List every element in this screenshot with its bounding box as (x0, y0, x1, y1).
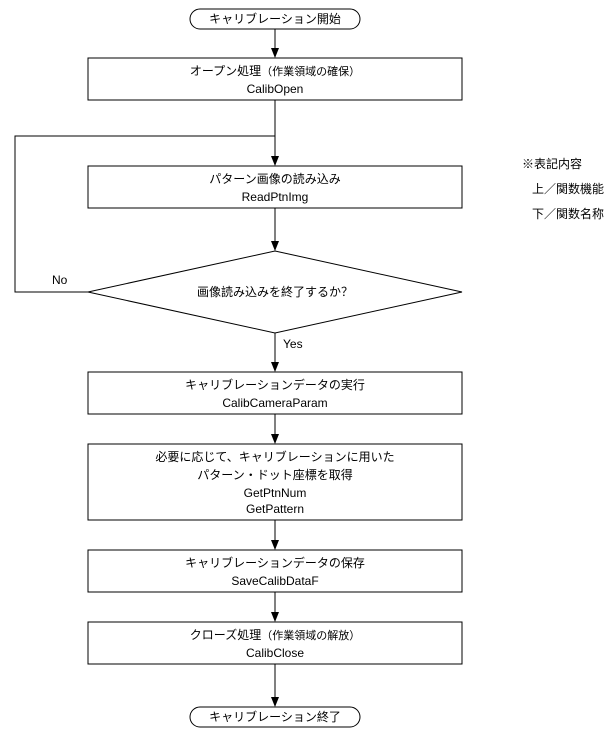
process-save: キャリブレーションデータの保存 SaveCalibDataF (88, 550, 462, 592)
process-open: オープン処理（作業領域の確保） CalibOpen (88, 58, 462, 100)
branch-no-label: No (52, 273, 68, 287)
process-getpattern-l1: 必要に応じて、キャリブレーションに用いた (155, 449, 394, 464)
process-getpattern: 必要に応じて、キャリブレーションに用いた パターン・ドット座標を取得 GetPt… (88, 444, 462, 520)
process-close-sub: （作業領域の解放） (261, 628, 360, 642)
process-getpattern-l3: GetPtnNum (244, 486, 307, 500)
decision-text: 画像読み込みを終了するか？ (197, 284, 353, 299)
process-close-row: クローズ処理（作業領域の解放） (190, 627, 360, 642)
legend-row1: 上／関数機能 (532, 181, 604, 196)
process-calib: キャリブレーションデータの実行 CalibCameraParam (88, 372, 462, 414)
process-save-title: キャリブレーションデータの保存 (185, 555, 365, 570)
legend-row2: 下／関数名称 (532, 206, 604, 221)
process-getpattern-l2: パターン・ドット座標を取得 (197, 467, 352, 482)
legend: ※表記内容 上／関数機能 下／関数名称 (522, 156, 604, 221)
process-read-func: ReadPtnImg (242, 190, 309, 204)
process-read-title: パターン画像の読み込み (209, 171, 340, 186)
terminator-start: キャリブレーション開始 (190, 9, 360, 29)
decision-continue: 画像読み込みを終了するか？ (88, 251, 462, 333)
process-open-sub: （作業領域の確保） (261, 64, 360, 78)
process-open-title: オープン処理 (190, 64, 261, 78)
process-getpattern-l4: GetPattern (246, 502, 304, 516)
process-save-func: SaveCalibDataF (231, 574, 318, 588)
process-calib-func: CalibCameraParam (222, 396, 327, 410)
process-close-func: CalibClose (246, 646, 304, 660)
process-close: クローズ処理（作業領域の解放） CalibClose (88, 622, 462, 664)
flowchart-canvas: キャリブレーション開始 オープン処理（作業領域の確保） CalibOpen パタ… (0, 0, 613, 749)
terminator-end-label: キャリブレーション終了 (209, 709, 341, 724)
process-calib-title: キャリブレーションデータの実行 (185, 377, 365, 392)
process-read: パターン画像の読み込み ReadPtnImg (88, 166, 462, 208)
terminator-end: キャリブレーション終了 (190, 707, 360, 727)
process-close-title: クローズ処理 (190, 627, 261, 642)
legend-title: ※表記内容 (522, 156, 582, 171)
process-open-row: オープン処理（作業領域の確保） (190, 64, 360, 78)
branch-yes-label: Yes (283, 337, 303, 351)
process-open-func: CalibOpen (247, 82, 304, 96)
terminator-start-label: キャリブレーション開始 (209, 11, 341, 26)
